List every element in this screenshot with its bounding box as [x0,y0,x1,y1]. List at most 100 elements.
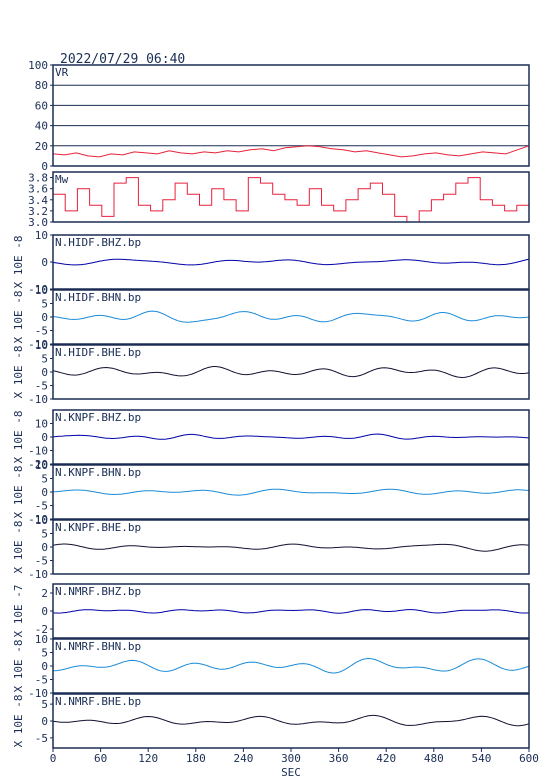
y-tick-label: 5 [41,298,48,311]
x-tick-label: 600 [519,752,539,765]
y-tick-label: 5 [41,528,48,541]
plot-frame [52,171,530,223]
y-tick-label: 10 [35,514,48,527]
y-tick-label: 2 [41,587,48,600]
y-tick-label: 5 [41,698,48,711]
x-tick-label: 0 [50,752,57,765]
y-tick-label: 10 [35,284,48,297]
y-tick-label: 60 [35,99,48,112]
y-tick-label: 100 [28,59,48,72]
x-tick-label: 60 [94,752,107,765]
panel-label: N.HIDF.BHZ.bp [55,236,141,249]
x-tick-label: 240 [233,752,253,765]
y-axis-label: X 10E -8 [12,521,25,574]
y-tick-label: -5 [35,674,48,687]
y-tick-label: 80 [35,79,48,92]
y-tick-label: -5 [35,380,48,393]
panel-vr: 0 20 40 60 80 100 VR [28,59,530,173]
y-tick-label: -10 [28,568,48,581]
trace-line [52,714,530,727]
y-tick-label: 10 [35,633,48,646]
y-tick-label: 3.8 [28,172,48,185]
trace-line [52,543,530,552]
y-tick-label: 0 [41,431,48,444]
panel-n-nmrf-bhz-bp: -2 0 2 N.NMRF.BHZ.bp X 10E -7 [12,583,530,639]
y-tick-label: 10 [35,339,48,352]
y-tick-label: -5 [35,555,48,568]
y-tick-label: 3.4 [28,194,48,207]
y-tick-label: -2 [35,623,48,636]
y-tick-label: 10 [35,418,48,431]
trace-line [52,433,530,440]
y-tick-label: 3.2 [28,205,48,218]
y-axis-label: X 10E -8 [12,291,25,344]
y-tick-label: 5 [41,353,48,366]
x-axis-label: SEC [281,766,301,779]
panel-label: N.KNPF.BHZ.bp [55,411,141,424]
y-tick-label: 5 [41,473,48,486]
x-tick-label: 180 [186,752,206,765]
trace-line [52,609,530,614]
panel-label: VR [55,66,69,79]
y-axis-label: X 10E -8 [12,466,25,519]
y-tick-label: 0 [41,366,48,379]
y-tick-label: -5 [35,500,48,513]
panel-label: Mw [55,173,69,186]
y-tick-label: 10 [35,459,48,472]
x-tick-label: 300 [281,752,301,765]
trace-line [52,366,530,379]
y-tick-label: -5 [35,325,48,338]
y-tick-label: 0 [41,605,48,618]
y-tick-label: 0 [41,311,48,324]
y-tick-label: -10 [28,687,48,700]
y-axis-label: X 10E -7 [12,585,25,638]
plot-frame [52,64,530,167]
y-axis-label: X 10E -8 [12,346,25,399]
trace-line [52,657,530,674]
y-tick-label: -5 [35,732,48,745]
y-tick-label: -20 [28,458,48,471]
y-axis-label: X 10E -8 [12,640,25,693]
y-tick-label: -10 [28,513,48,526]
timestamp-header: 2022/07/29 06:40 [60,52,185,67]
x-axis: 0 60 120 180 240 300 360 420 480 540 600 [50,748,539,765]
y-tick-label: -10 [28,338,48,351]
panel-label: N.NMRF.BHN.bp [55,640,141,653]
x-tick-label: 360 [329,752,349,765]
x-tick-label: 120 [138,752,158,765]
y-tick-label: -10 [28,393,48,406]
x-tick-label: 540 [471,752,491,765]
y-tick-label: 0 [41,541,48,554]
y-tick-label: 0 [41,660,48,673]
y-tick-label: 3.0 [28,216,48,229]
panel-label: N.HIDF.BHE.bp [55,346,141,359]
y-tick-label: 0 [41,256,48,269]
trace-line [52,145,530,158]
y-tick-label: 0 [41,715,48,728]
panel-n-nmrf-bhe-bp: -5 0 5 N.NMRF.BHE.bp X 10E -8 [12,693,530,749]
panel-label: N.HIDF.BHN.bp [55,291,141,304]
trace-line [52,310,530,323]
panel-label: N.KNPF.BHN.bp [55,466,141,479]
y-tick-label: 0 [41,486,48,499]
trace-line [53,177,530,223]
x-tick-label: 420 [376,752,396,765]
panel-n-hidf-bhz-bp: -10 0 10 N.HIDF.BHZ.bp X 10E -8 [12,229,530,296]
y-axis-label: X 10E -8 [12,411,25,464]
panel-label: N.KNPF.BHE.bp [55,521,141,534]
y-tick-label: 0 [41,160,48,173]
y-axis-label: X 10E -8 [12,695,25,748]
panel-label: N.NMRF.BHE.bp [55,695,141,708]
panel-label: N.NMRF.BHZ.bp [55,585,141,598]
y-tick-label: 3.6 [28,183,48,196]
y-tick-label: 20 [35,140,48,153]
x-tick-label: 480 [424,752,444,765]
